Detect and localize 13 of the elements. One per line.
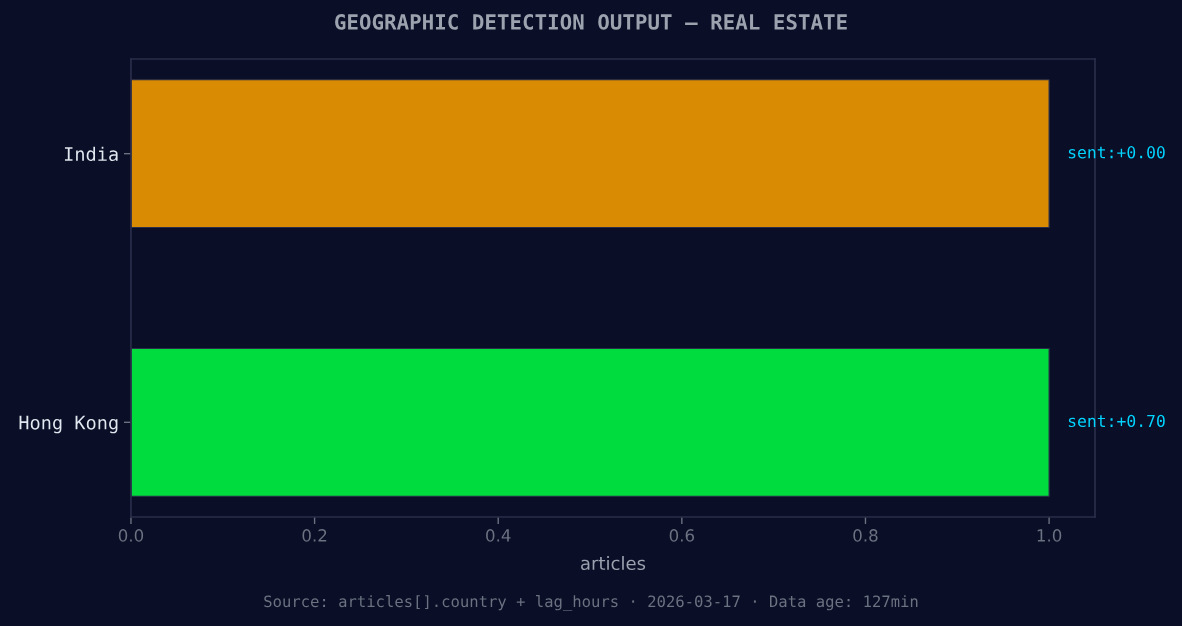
annotation: sent:+0.00 xyxy=(1068,146,1165,159)
x-axis-title: articles xyxy=(581,556,646,571)
x-tick-label: 0.4 xyxy=(486,529,511,542)
y-tick-label: India xyxy=(64,146,118,162)
x-tick-label: 0.2 xyxy=(302,529,327,542)
x-tick-label: 0.8 xyxy=(853,529,878,542)
y-tick-label: Hong Kong xyxy=(19,415,118,434)
x-tick-label: 0.6 xyxy=(669,529,695,542)
annotation: sent:+0.70 xyxy=(1068,414,1165,428)
chart-title: GEOGRAPHIC DETECTION OUTPUT — REAL ESTATE xyxy=(335,14,847,30)
source-note: Source: articles[].country + lag_hours · 2026-03-17 · Data age: 127min xyxy=(264,595,918,611)
x-tick-label: 0.0 xyxy=(118,529,144,542)
x-tick-label: 1.0 xyxy=(1037,529,1062,542)
